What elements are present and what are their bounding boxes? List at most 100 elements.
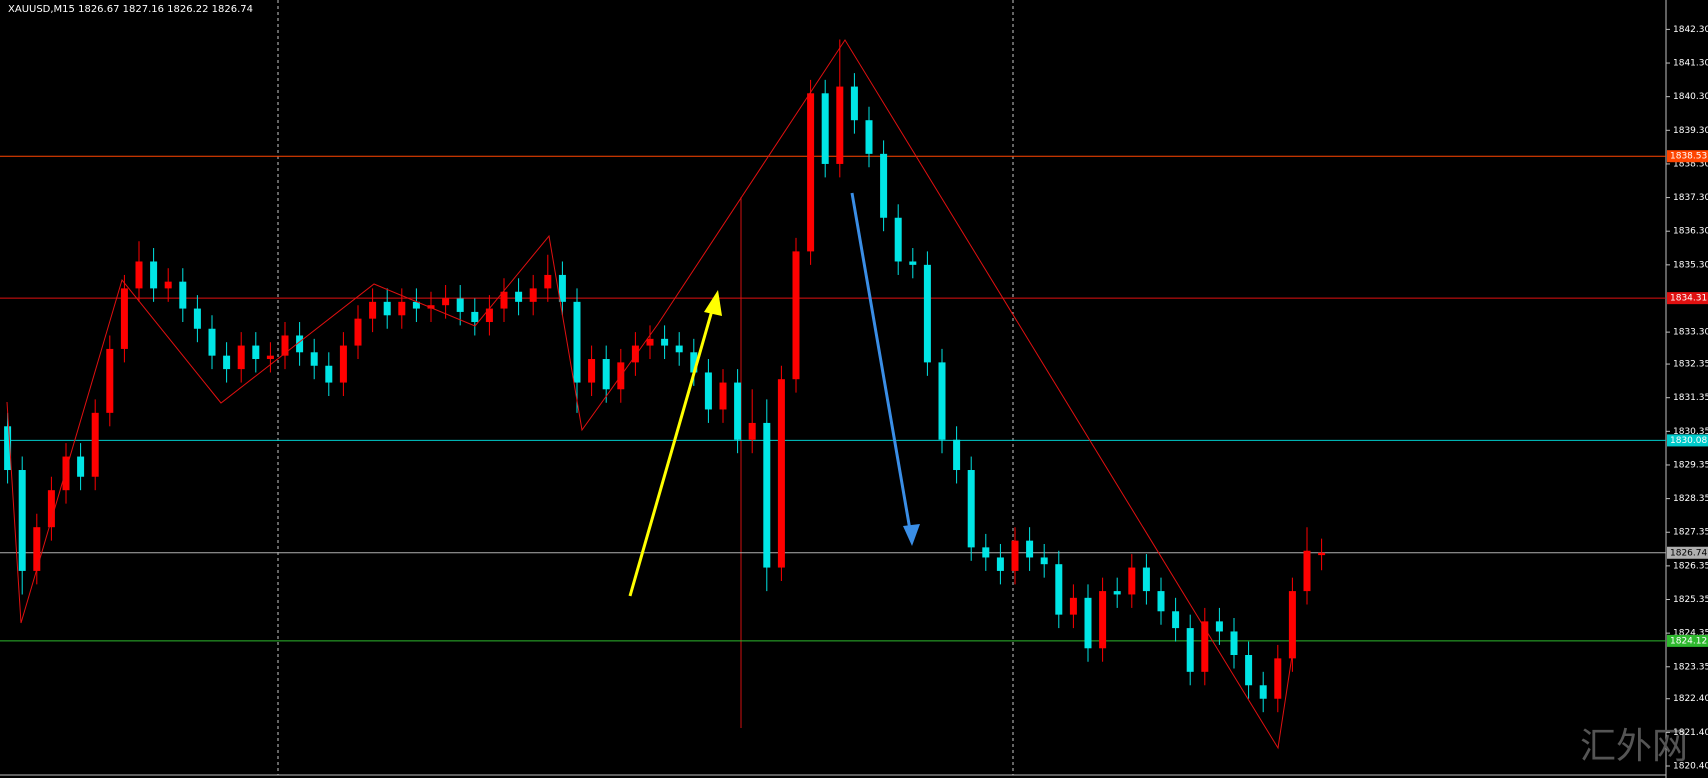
- candle-body: [91, 412, 99, 477]
- candle-body: [777, 379, 785, 568]
- candle-body: [1084, 597, 1092, 649]
- candle-body: [646, 338, 654, 346]
- candle-body: [704, 372, 712, 410]
- candle-body: [1230, 631, 1238, 656]
- candle-body: [602, 359, 610, 390]
- candle-body: [1099, 591, 1107, 649]
- candle-body: [573, 301, 581, 383]
- arrow-head: [903, 524, 920, 546]
- candle-body: [1274, 658, 1282, 699]
- candle-body: [1288, 591, 1296, 659]
- candle-body: [193, 308, 201, 329]
- candle-body: [544, 274, 552, 289]
- arrow-head: [704, 290, 722, 316]
- candle-body: [690, 352, 698, 373]
- candle-body: [33, 527, 41, 571]
- candle-body: [792, 251, 800, 380]
- candle-body: [865, 120, 873, 154]
- y-tick-label: 1836.30: [1673, 227, 1708, 237]
- candle-body: [456, 298, 464, 312]
- candle-body: [821, 93, 829, 164]
- levels: [0, 155, 1666, 642]
- chart-title: XAUUSD,M15 1826.67 1827.16 1826.22 1826.…: [8, 4, 253, 15]
- candle-body: [296, 335, 304, 353]
- y-tick-label: 1825.35: [1673, 595, 1708, 605]
- y-tick-label: 1833.30: [1673, 328, 1708, 338]
- candle-body: [719, 382, 727, 410]
- level-label-box: [1667, 292, 1708, 305]
- candle-body: [237, 345, 245, 370]
- candle-body: [923, 264, 931, 363]
- candle-body: [1215, 621, 1223, 632]
- candle-body: [909, 261, 917, 265]
- candle-body: [1113, 591, 1121, 595]
- arrow-down: [850, 192, 912, 531]
- candle-body: [135, 261, 143, 289]
- level-label: 1824.12: [1670, 636, 1707, 646]
- arrow-up: [628, 299, 717, 597]
- y-tick-label: 1820.40: [1673, 762, 1708, 772]
- candle-body: [62, 456, 70, 491]
- y-tick-label: 1835.30: [1673, 260, 1708, 270]
- y-tick-label: 1841.30: [1673, 59, 1708, 69]
- candle-body: [485, 308, 493, 323]
- candle-body: [967, 470, 975, 548]
- candle-body: [1201, 621, 1209, 672]
- level-label-box: [1667, 434, 1708, 447]
- candle-body: [252, 345, 260, 360]
- candle-body: [310, 352, 318, 366]
- candle-body: [77, 456, 85, 477]
- watermark: 汇外网: [1580, 726, 1688, 767]
- y-tick-label: 1823.35: [1673, 662, 1708, 672]
- candle-body: [631, 345, 639, 363]
- y-tick-label: 1839.30: [1673, 126, 1708, 136]
- candle-body: [164, 281, 172, 289]
- y-tick-label: 1840.30: [1673, 92, 1708, 102]
- candle-body: [1055, 564, 1063, 615]
- candle-body: [1128, 567, 1136, 595]
- candle-body: [1259, 685, 1267, 699]
- candle-body: [807, 93, 815, 252]
- candle-body: [325, 365, 333, 383]
- candle-body: [1186, 628, 1194, 672]
- candle-body: [588, 359, 596, 383]
- level-label-box: [1667, 150, 1708, 163]
- y-tick-label: 1832.35: [1673, 360, 1708, 370]
- candle-body: [1069, 597, 1077, 615]
- candle-body: [982, 547, 990, 558]
- candle-body: [515, 291, 523, 302]
- y-tick-label: 1842.30: [1673, 25, 1708, 35]
- candle-body: [106, 348, 114, 413]
- candle-body: [18, 470, 26, 571]
- level-label: 1830.08: [1670, 436, 1707, 446]
- candle-body: [1303, 550, 1311, 592]
- y-tick-label: 1831.35: [1673, 393, 1708, 403]
- candle-body: [880, 153, 888, 218]
- candle-body: [1318, 552, 1326, 556]
- candle-body: [369, 301, 377, 319]
- candle-body: [558, 274, 566, 302]
- candle-body: [4, 426, 12, 471]
- y-tick-label: 1821.40: [1673, 728, 1708, 738]
- candles: [4, 39, 1326, 713]
- candle-body: [661, 338, 669, 346]
- candle-body: [281, 335, 289, 356]
- candle-body: [1011, 540, 1019, 571]
- candle-body: [442, 298, 450, 306]
- candle-body: [339, 345, 347, 383]
- level-label-box: [1667, 634, 1708, 647]
- candle-body: [398, 301, 406, 316]
- y-tick-label: 1838.30: [1673, 159, 1708, 169]
- candle-body: [120, 288, 128, 349]
- candle-body: [208, 328, 216, 356]
- candle-body: [1026, 540, 1034, 558]
- candle-body: [223, 355, 231, 370]
- candle-body: [850, 86, 858, 121]
- candle-body: [1245, 655, 1253, 686]
- candle-body: [150, 261, 158, 289]
- y-tick-label: 1837.30: [1673, 193, 1708, 203]
- level-label: 1834.31: [1670, 294, 1707, 304]
- candle-body: [1172, 611, 1180, 629]
- candle-body: [734, 382, 742, 440]
